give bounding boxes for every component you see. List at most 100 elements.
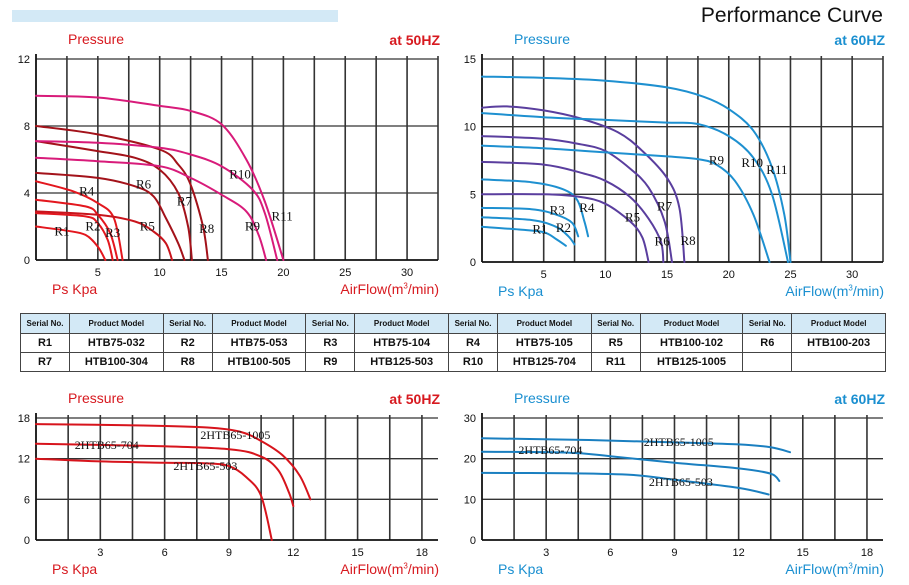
x-tick-label: 25 xyxy=(339,267,351,279)
series-label: R6 xyxy=(136,177,152,192)
y-tick-label: 20 xyxy=(464,454,476,466)
x-tick-label: 9 xyxy=(226,547,232,559)
serial-cell: R11 xyxy=(590,352,641,372)
chart-title: Pressure xyxy=(68,390,125,406)
header-product-model: Product Model xyxy=(354,313,450,334)
series-label: R11 xyxy=(272,208,293,223)
y-axis-label: Ps Kpa xyxy=(498,283,544,299)
series-line-r3 xyxy=(481,206,580,238)
header-serial-no: Serial No. xyxy=(742,313,793,334)
x-tick-label: 15 xyxy=(661,269,673,281)
series-label: R11 xyxy=(766,162,787,177)
x-axis-label: AirFlow(m3/min) xyxy=(340,561,439,577)
x-axis-label: AirFlow(m3/min) xyxy=(785,283,884,299)
series-line-r11 xyxy=(35,94,285,261)
series-label: R7 xyxy=(657,199,673,214)
series-line-r8 xyxy=(35,125,209,261)
header-serial-no: Serial No. xyxy=(305,313,356,334)
series-line-r5 xyxy=(35,210,174,261)
series-line-2htb65-1005 xyxy=(35,423,312,501)
series-label: 2HTB65-503 xyxy=(649,475,713,489)
series-label: R9 xyxy=(245,219,260,234)
series-label: R5 xyxy=(140,219,155,234)
serial-cell xyxy=(742,352,793,372)
x-tick-label: 20 xyxy=(277,267,289,279)
x-tick-label: 30 xyxy=(846,269,858,281)
x-tick-label: 15 xyxy=(797,547,809,559)
y-tick-label: 0 xyxy=(470,535,476,547)
series-line-r5 xyxy=(481,193,650,263)
y-tick-label: 0 xyxy=(24,535,30,547)
header-serial-no: Serial No. xyxy=(162,313,213,334)
series-line-2htb65-503 xyxy=(35,457,273,541)
series-line-2htb65-1005 xyxy=(481,437,791,454)
model-cell: HTB75-032 xyxy=(69,333,164,353)
y-tick-label: 15 xyxy=(464,54,476,66)
x-tick-label: 25 xyxy=(784,269,796,281)
table-row: R7 HTB100-304 R8 HTB100-505 R9 HTB125-503 R10 H… xyxy=(20,352,886,372)
series-label: R2 xyxy=(85,219,100,234)
header-serial-no: Serial No. xyxy=(448,313,499,334)
header-serial-no: Serial No. xyxy=(590,313,641,334)
x-tick-label: 15 xyxy=(215,267,227,279)
chart-title: Pressure xyxy=(514,390,571,406)
y-axis-label: Ps Kpa xyxy=(52,561,98,577)
table-row: R1 HTB75-032 R2 HTB75-053 R3 HTB75-104 R4 HTB75… xyxy=(20,333,886,353)
x-tick-label: 18 xyxy=(416,547,428,559)
series-line-r1 xyxy=(35,225,107,261)
series-label: R2 xyxy=(556,220,571,235)
series-line-r4 xyxy=(35,180,124,261)
x-tick-label: 9 xyxy=(671,547,677,559)
y-tick-label: 18 xyxy=(18,413,30,425)
series-label: 2HTB65-704 xyxy=(75,438,139,452)
series-label: R4 xyxy=(79,183,95,198)
series-line-r9 xyxy=(35,156,268,261)
x-tick-label: 3 xyxy=(543,547,549,559)
series-line-r6 xyxy=(35,171,186,261)
x-tick-label: 10 xyxy=(154,267,166,279)
series-line-r6 xyxy=(481,160,665,263)
model-cell: HTB100-203 xyxy=(791,333,886,353)
series-label: R6 xyxy=(655,234,671,249)
series-label: 2HTB65-503 xyxy=(173,459,237,473)
header-product-model: Product Model xyxy=(791,313,886,334)
series-label: R1 xyxy=(532,222,547,237)
y-tick-label: 5 xyxy=(470,189,476,201)
serial-cell: R7 xyxy=(20,352,70,372)
series-line-r8 xyxy=(481,105,686,263)
series-label: 2HTB65-704 xyxy=(518,443,582,457)
y-tick-label: 12 xyxy=(18,54,30,66)
header-product-model: Product Model xyxy=(69,313,164,334)
x-tick-label: 6 xyxy=(162,547,168,559)
frequency-label: at 60HZ xyxy=(834,391,885,407)
model-cell: HTB125-1005 xyxy=(639,352,744,372)
series-label: R8 xyxy=(680,233,695,248)
series-label: R9 xyxy=(709,153,724,168)
series-line-2htb65-704 xyxy=(481,450,781,482)
table-body: R1 HTB75-032 R2 HTB75-053 R3 HTB75-104 R4 HTB75… xyxy=(20,333,886,372)
x-tick-label: 20 xyxy=(723,269,735,281)
frequency-label: at 50HZ xyxy=(389,391,440,407)
serial-cell: R10 xyxy=(448,352,499,372)
model-table: Serial No. Product Model Serial No. Product… xyxy=(20,313,886,372)
y-tick-label: 0 xyxy=(470,257,476,269)
x-tick-label: 15 xyxy=(351,547,363,559)
page-title: Performance Curve xyxy=(700,4,883,27)
series-label: R7 xyxy=(177,193,193,208)
serial-cell: R8 xyxy=(162,352,213,372)
table-header-row: Serial No. Product Model Serial No. Product… xyxy=(20,313,886,334)
series-line-r7 xyxy=(481,135,673,263)
y-tick-label: 12 xyxy=(18,454,30,466)
series-label: R3 xyxy=(105,225,120,240)
series-label: R8 xyxy=(199,221,214,236)
series-label: 2HTB65-1005 xyxy=(200,428,270,442)
series-label: R10 xyxy=(229,167,251,182)
series-label: R4 xyxy=(579,200,595,215)
series-line-r10 xyxy=(35,140,279,261)
x-tick-label: 3 xyxy=(97,547,103,559)
series-label: R1 xyxy=(54,224,69,239)
series-line-2htb65-704 xyxy=(35,442,295,508)
